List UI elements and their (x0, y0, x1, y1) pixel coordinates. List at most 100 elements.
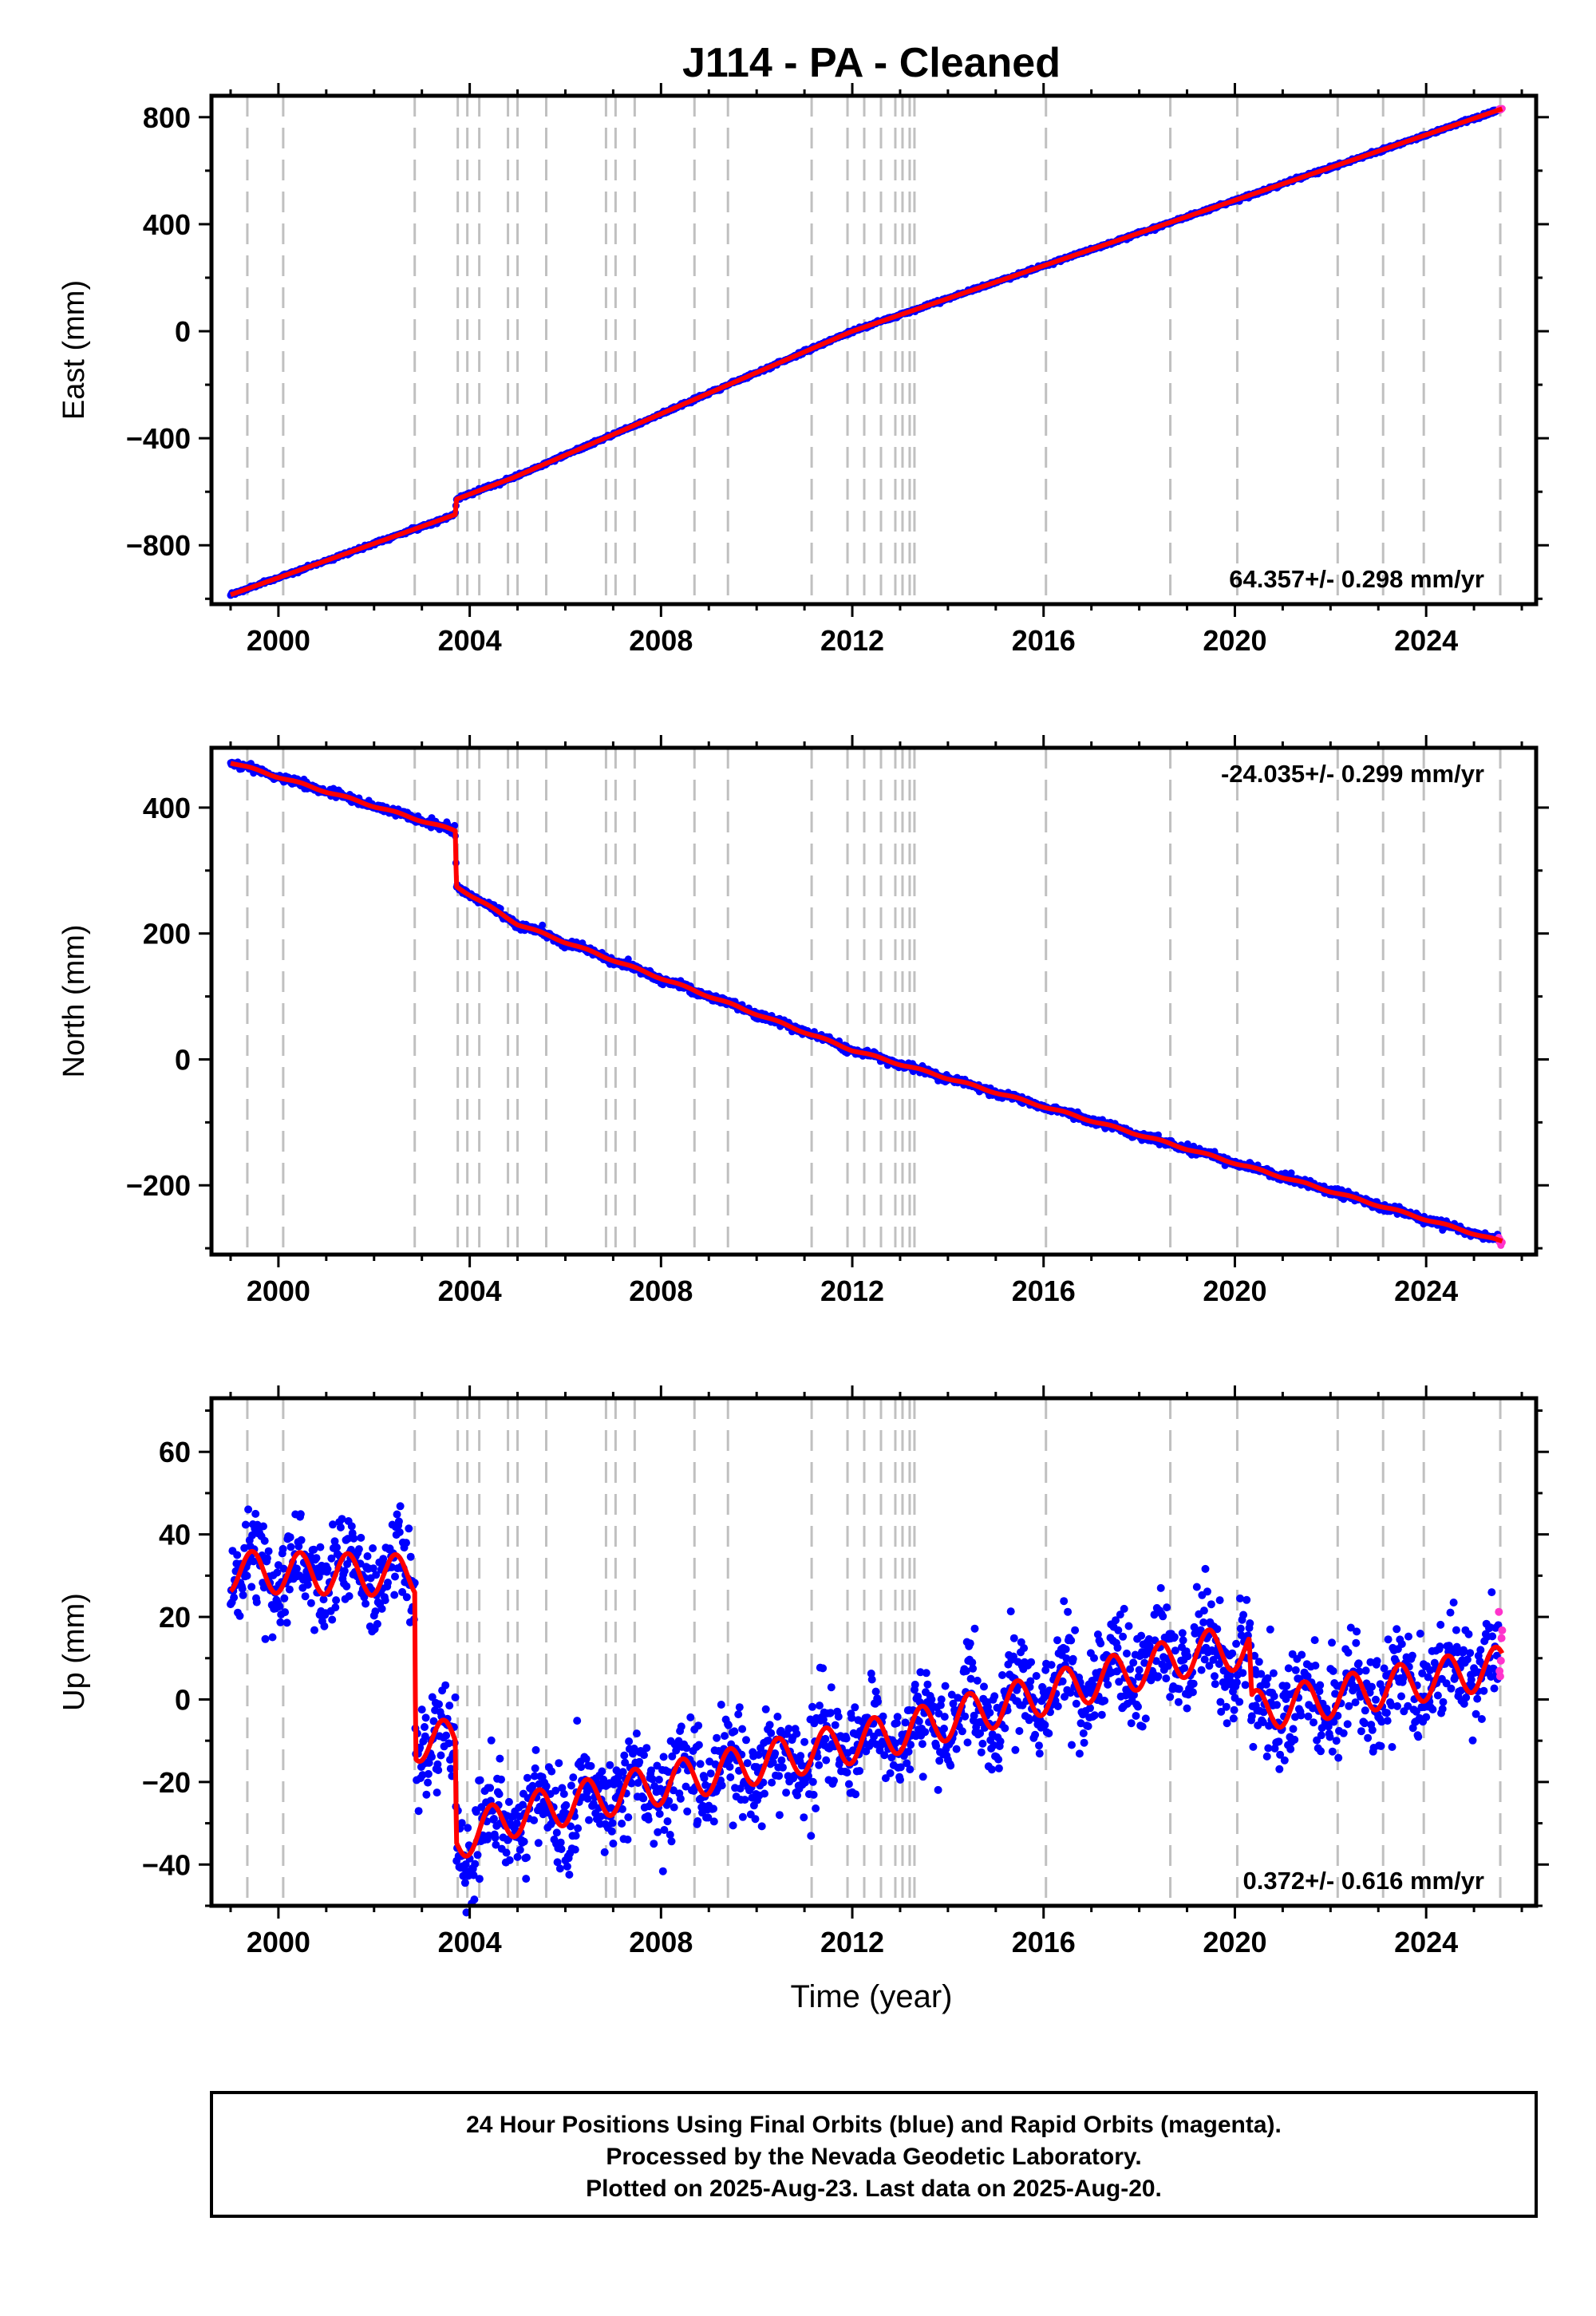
final-orbit-point (530, 1816, 539, 1824)
final-orbit-point (331, 1603, 340, 1612)
final-orbit-point (264, 1547, 273, 1555)
final-orbit-point (724, 1721, 733, 1729)
final-orbit-point (442, 1731, 451, 1740)
final-orbit-point (460, 1879, 469, 1887)
model-fit-line (228, 106, 1504, 598)
final-orbit-point (571, 1832, 580, 1840)
final-orbit-point (286, 1543, 295, 1551)
east-panel: 2000 2004 2008 2012 2016 2020 2024−800−4000400… (57, 83, 1549, 657)
final-orbit-point (261, 1634, 270, 1643)
final-orbit-point (306, 1599, 315, 1607)
final-orbit-point (555, 1864, 564, 1873)
final-orbit-point (243, 1571, 251, 1580)
final-orbit-point (345, 1592, 354, 1600)
final-orbit-point (347, 1522, 356, 1531)
final-orbit-point (606, 1761, 614, 1769)
final-orbit-point (721, 1732, 729, 1741)
final-orbit-point (717, 1781, 726, 1790)
final-orbit-point (574, 1824, 583, 1832)
final-orbit-point (241, 1520, 250, 1529)
final-orbit-point (650, 1840, 658, 1848)
final-orbit-point (303, 1580, 312, 1589)
final-orbit-point (323, 1565, 332, 1574)
final-orbit-point (301, 1592, 310, 1601)
final-orbit-point (623, 1836, 632, 1844)
final-orbit-point (577, 1763, 586, 1772)
final-orbit-point (428, 1753, 436, 1761)
final-orbit-point (644, 1815, 653, 1824)
final-orbit-point (406, 1552, 415, 1561)
x-tick-label: 2024 (1394, 624, 1458, 657)
final-orbit-point (417, 1705, 426, 1714)
final-orbit-point (402, 1539, 410, 1547)
final-orbit-point (504, 1797, 513, 1806)
final-orbit-point (531, 1745, 540, 1754)
final-orbit-point (516, 1845, 524, 1854)
final-orbit-point (730, 1727, 739, 1736)
final-orbit-point (405, 1524, 413, 1533)
final-orbit-point (505, 1856, 514, 1864)
x-tick-label: 2012 (820, 1275, 884, 1307)
final-orbit-point (734, 1710, 743, 1719)
final-orbit-point (659, 1753, 668, 1761)
data-points (227, 105, 1506, 599)
final-orbit-point (608, 1819, 617, 1828)
final-orbit-point (607, 1827, 616, 1836)
final-orbit-point (473, 1851, 482, 1860)
final-orbit-point (391, 1572, 399, 1581)
final-orbit-point (709, 1804, 717, 1813)
final-orbit-point (534, 1839, 543, 1848)
final-orbit-point (471, 1860, 480, 1868)
final-orbit-point (422, 1790, 431, 1799)
final-orbit-point (632, 1729, 641, 1738)
final-orbit-point (437, 1751, 445, 1760)
final-orbit-point (402, 1593, 411, 1602)
final-orbit-point (281, 1608, 290, 1617)
final-orbit-point (567, 1781, 575, 1790)
final-orbit-point (513, 1852, 522, 1861)
final-orbit-point (279, 1544, 287, 1553)
final-orbit-point (686, 1713, 695, 1721)
final-orbit-point (666, 1831, 674, 1839)
x-tick-label: 2016 (1012, 1275, 1076, 1307)
final-orbit-point (259, 1522, 267, 1531)
final-orbit-point (620, 1751, 629, 1760)
final-orbit-point (421, 1713, 430, 1722)
final-orbit-point (394, 1517, 403, 1526)
final-orbit-point (557, 1845, 566, 1853)
final-orbit-point (435, 1700, 443, 1709)
final-orbit-point (393, 1510, 401, 1519)
north-panel: 2000 2004 2008 2012 2016 2020 2024−2000200400N… (57, 735, 1549, 1307)
final-orbit-point (390, 1591, 399, 1599)
final-orbit-point (552, 1828, 561, 1837)
final-orbit-point (445, 1701, 454, 1710)
final-orbit-point (377, 1604, 386, 1613)
final-orbit-point (464, 1824, 472, 1832)
x-tick-label: 2000 (247, 624, 310, 657)
final-orbit-point (555, 1759, 563, 1768)
x-tick-label: 2004 (438, 1275, 502, 1307)
data-points (227, 758, 1506, 1249)
final-orbit-point (495, 1790, 504, 1798)
final-orbit-point (310, 1626, 318, 1634)
final-orbit-point (363, 1552, 372, 1560)
final-orbit-point (765, 1721, 774, 1729)
final-orbit-point (725, 1762, 734, 1771)
data-points (227, 1502, 1507, 1917)
final-orbit-point (573, 1717, 582, 1725)
final-orbit-point (683, 1807, 692, 1816)
final-orbit-point (519, 1837, 528, 1846)
final-orbit-point (706, 1769, 715, 1778)
final-orbit-point (598, 1767, 606, 1776)
y-tick-label: 0 (175, 315, 191, 348)
final-orbit-point (342, 1582, 351, 1591)
final-orbit-point (280, 1594, 289, 1603)
final-orbit-point (700, 1774, 709, 1782)
final-orbit-point (434, 1766, 443, 1774)
final-orbit-point (600, 1848, 609, 1856)
final-orbit-point (562, 1800, 571, 1809)
final-orbit-point (729, 1821, 737, 1830)
final-orbit-point (296, 1510, 305, 1519)
final-orbit-point (522, 1875, 531, 1883)
